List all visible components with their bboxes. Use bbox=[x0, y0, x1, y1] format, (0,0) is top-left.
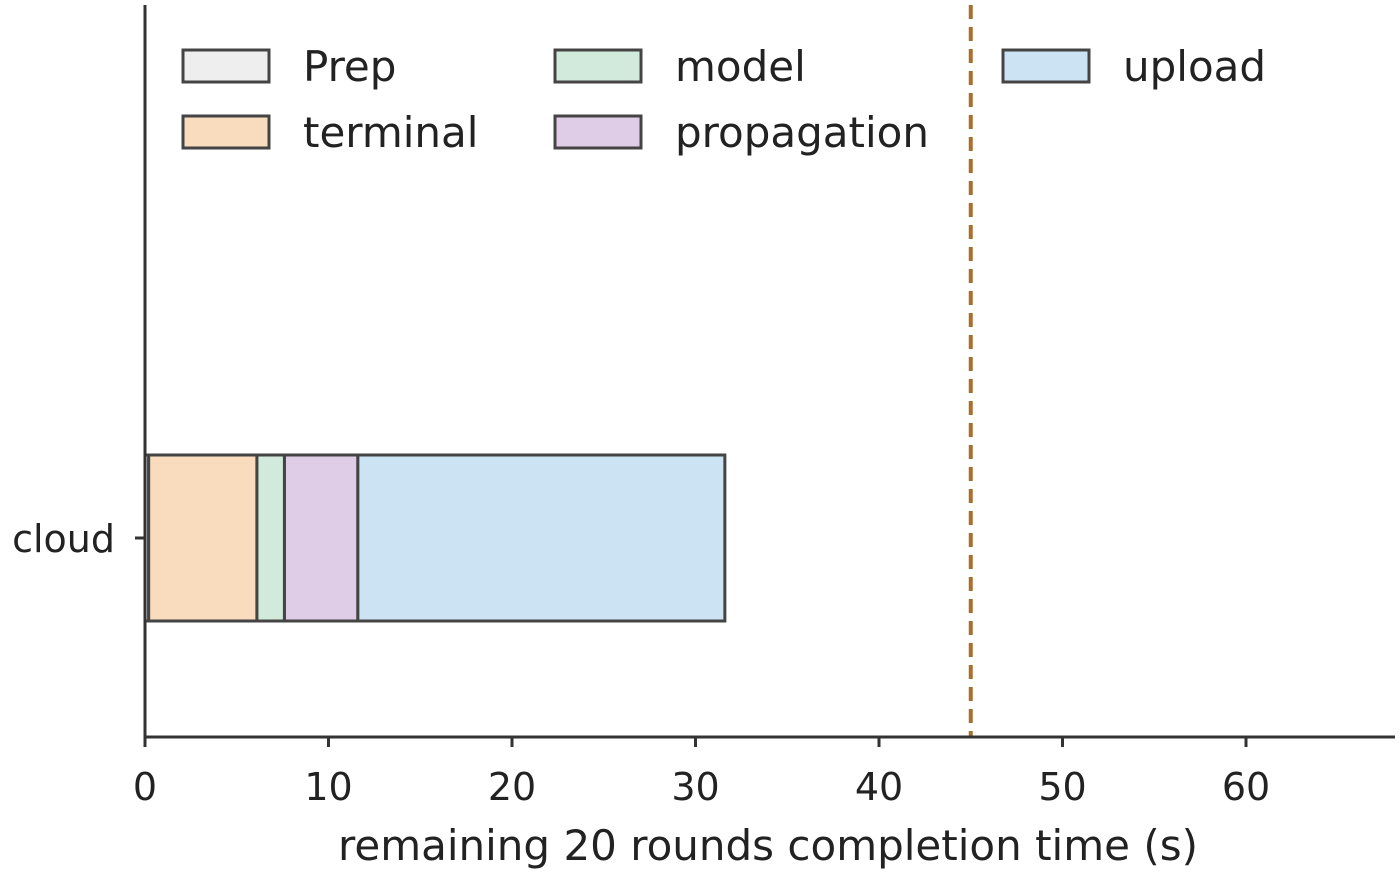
legend-label: propagation bbox=[675, 108, 929, 157]
legend-item-propagation: propagation bbox=[553, 108, 929, 157]
legend-item-model: model bbox=[553, 42, 806, 91]
x-tick-label: 0 bbox=[133, 765, 157, 809]
legend-swatch bbox=[181, 48, 271, 84]
x-axis-title: remaining 20 rounds completion time (s) bbox=[338, 821, 1198, 870]
y-tick-label-cloud: cloud bbox=[12, 517, 115, 561]
x-tick-label: 20 bbox=[488, 765, 536, 809]
legend-item-upload: upload bbox=[1001, 42, 1266, 91]
legend-label: model bbox=[675, 42, 806, 91]
x-ticks-group: 0 10 20 30 40 50 60 bbox=[133, 737, 1270, 809]
x-tick-label: 40 bbox=[855, 765, 903, 809]
bar-segment-upload bbox=[356, 453, 727, 623]
x-tick-label: 10 bbox=[304, 765, 352, 809]
legend-swatch bbox=[553, 48, 643, 84]
legend: Prep terminal model propagation upload bbox=[181, 42, 1266, 157]
y-ticks-group: cloud bbox=[12, 517, 145, 561]
bar-segment-propagation bbox=[282, 453, 360, 623]
bars-group bbox=[143, 453, 727, 623]
legend-swatch bbox=[553, 114, 643, 150]
x-tick-label: 30 bbox=[671, 765, 719, 809]
legend-label: upload bbox=[1123, 42, 1266, 91]
legend-item-prep: Prep bbox=[181, 42, 396, 91]
legend-label: terminal bbox=[303, 108, 478, 157]
x-tick-label: 50 bbox=[1038, 765, 1086, 809]
bar-segment-model bbox=[255, 453, 286, 623]
bar-segment-terminal bbox=[147, 453, 259, 623]
legend-swatch bbox=[181, 114, 271, 150]
legend-swatch bbox=[1001, 48, 1091, 84]
legend-label: Prep bbox=[303, 42, 396, 91]
x-tick-label: 60 bbox=[1222, 765, 1270, 809]
legend-item-terminal: terminal bbox=[181, 108, 478, 157]
